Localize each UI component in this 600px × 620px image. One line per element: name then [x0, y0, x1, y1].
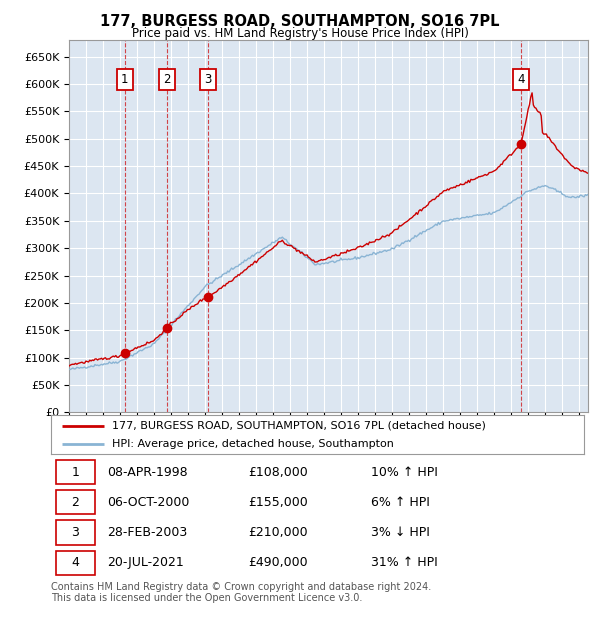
Text: 2: 2	[163, 73, 171, 86]
FancyBboxPatch shape	[56, 520, 95, 544]
Text: 3: 3	[71, 526, 79, 539]
FancyBboxPatch shape	[56, 551, 95, 575]
Text: £108,000: £108,000	[248, 466, 308, 479]
Text: 1: 1	[121, 73, 128, 86]
Text: 4: 4	[517, 73, 524, 86]
Text: 31% ↑ HPI: 31% ↑ HPI	[371, 556, 437, 569]
Text: £155,000: £155,000	[248, 496, 308, 509]
Text: 177, BURGESS ROAD, SOUTHAMPTON, SO16 7PL: 177, BURGESS ROAD, SOUTHAMPTON, SO16 7PL	[100, 14, 500, 29]
Text: HPI: Average price, detached house, Southampton: HPI: Average price, detached house, Sout…	[112, 439, 394, 450]
Text: 2: 2	[71, 496, 79, 509]
Text: 06-OCT-2000: 06-OCT-2000	[107, 496, 190, 509]
Text: 08-APR-1998: 08-APR-1998	[107, 466, 188, 479]
Text: 3: 3	[204, 73, 212, 86]
Text: Price paid vs. HM Land Registry's House Price Index (HPI): Price paid vs. HM Land Registry's House …	[131, 27, 469, 40]
Text: 1: 1	[71, 466, 79, 479]
Text: 20-JUL-2021: 20-JUL-2021	[107, 556, 184, 569]
Text: 6% ↑ HPI: 6% ↑ HPI	[371, 496, 430, 509]
Text: £210,000: £210,000	[248, 526, 308, 539]
Text: 4: 4	[71, 556, 79, 569]
Text: 177, BURGESS ROAD, SOUTHAMPTON, SO16 7PL (detached house): 177, BURGESS ROAD, SOUTHAMPTON, SO16 7PL…	[112, 421, 486, 431]
FancyBboxPatch shape	[56, 490, 95, 515]
Text: Contains HM Land Registry data © Crown copyright and database right 2024.
This d: Contains HM Land Registry data © Crown c…	[51, 582, 431, 603]
Text: 28-FEB-2003: 28-FEB-2003	[107, 526, 187, 539]
Text: 3% ↓ HPI: 3% ↓ HPI	[371, 526, 430, 539]
FancyBboxPatch shape	[56, 460, 95, 484]
Text: £490,000: £490,000	[248, 556, 308, 569]
Text: 10% ↑ HPI: 10% ↑ HPI	[371, 466, 437, 479]
